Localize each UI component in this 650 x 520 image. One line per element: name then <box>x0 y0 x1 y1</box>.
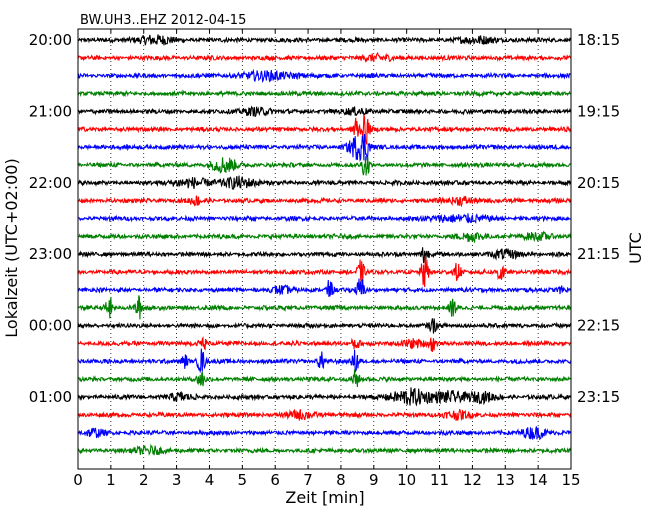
chart-title: BW.UH3..EHZ 2012-04-15 <box>80 13 246 28</box>
x-tick-label: 4 <box>205 471 215 489</box>
x-tick-label: 6 <box>270 471 280 489</box>
trace-line <box>77 34 572 46</box>
trace-line <box>77 133 572 162</box>
trace-line <box>77 105 572 117</box>
left-tick-label: 20:00 <box>29 31 72 49</box>
trace-line <box>77 348 572 374</box>
trace-line <box>77 68 572 84</box>
right-tick-label: 20:15 <box>577 174 620 192</box>
trace-line <box>77 255 572 288</box>
x-tick-label: 9 <box>369 471 379 489</box>
trace-line <box>77 114 572 145</box>
left-axis-title: Lokalzeit (UTC+02:00) <box>2 158 21 337</box>
trace-line <box>77 426 572 441</box>
x-tick-label: 14 <box>529 471 548 489</box>
x-tick-label: 11 <box>430 471 449 489</box>
trace-line <box>77 318 572 334</box>
grid-lines <box>110 29 539 469</box>
left-tick-label: 01:00 <box>29 388 72 406</box>
trace-line <box>77 175 572 190</box>
left-tick-label: 23:00 <box>29 245 72 263</box>
x-axis-ticks: 0 1 2 3 4 5 6 7 8 9 10 11 12 13 14 15 <box>73 29 581 489</box>
x-tick-label: 5 <box>238 471 248 489</box>
x-tick-label: 13 <box>496 471 515 489</box>
x-tick-label: 0 <box>73 471 83 489</box>
trace-line <box>77 247 572 264</box>
seismic-traces <box>77 34 572 456</box>
x-tick-label: 10 <box>397 471 416 489</box>
right-tick-label: 22:15 <box>577 317 620 335</box>
trace-line <box>77 195 572 208</box>
trace-line <box>77 51 572 63</box>
left-axis-ticks: 20:00 21:00 22:00 23:00 00:00 01:00 <box>29 31 82 406</box>
x-tick-label: 12 <box>463 471 482 489</box>
trace-line <box>77 295 572 320</box>
x-axis-title: Zeit [min] <box>285 488 364 507</box>
trace-line <box>77 213 572 224</box>
right-tick-label: 19:15 <box>577 102 620 120</box>
right-tick-label: 18:15 <box>577 31 620 49</box>
trace-line <box>77 408 572 422</box>
x-tick-label: 15 <box>561 471 580 489</box>
trace-line <box>77 443 572 456</box>
trace-line <box>77 278 572 297</box>
trace-line <box>77 230 572 244</box>
x-tick-label: 1 <box>106 471 116 489</box>
trace-line <box>77 387 572 407</box>
trace-line <box>77 156 572 176</box>
x-tick-label: 3 <box>172 471 182 489</box>
left-tick-label: 21:00 <box>29 102 72 120</box>
left-tick-label: 22:00 <box>29 174 72 192</box>
plot-frame <box>77 28 572 470</box>
right-axis-ticks: 18:15 19:15 20:15 21:15 22:15 23:15 <box>567 31 620 406</box>
right-tick-label: 23:15 <box>577 388 620 406</box>
x-tick-label: 2 <box>139 471 149 489</box>
trace-line <box>77 369 572 388</box>
trace-line <box>77 89 572 98</box>
right-tick-label: 21:15 <box>577 245 620 263</box>
left-tick-label: 00:00 <box>29 317 72 335</box>
right-axis-title: UTC <box>626 232 645 264</box>
x-tick-label: 7 <box>303 471 313 489</box>
trace-line <box>77 335 572 352</box>
x-tick-label: 8 <box>336 471 346 489</box>
